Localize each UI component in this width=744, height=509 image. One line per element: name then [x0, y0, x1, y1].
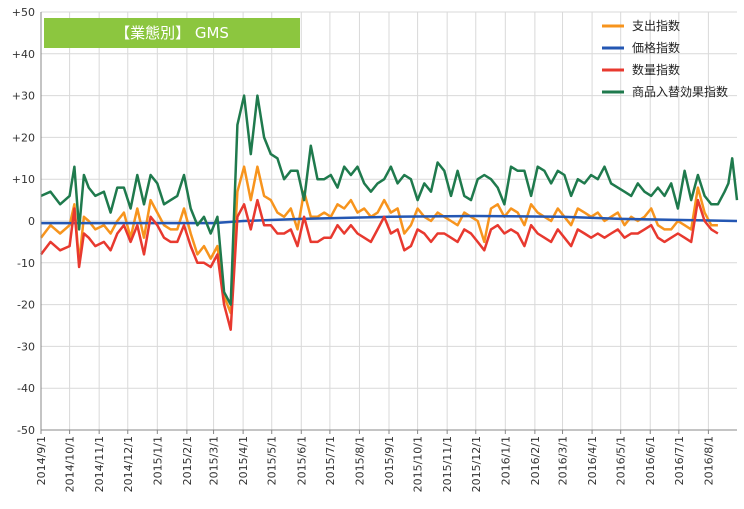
- series-line: [40, 198, 719, 331]
- y-tick-label: +30: [12, 90, 35, 103]
- x-tick-label: 2016/7/1: [673, 436, 686, 485]
- x-tick-label: 2015/2/1: [181, 436, 194, 485]
- axes: -50 -40 -30 -20 -10 0 +10 +20 +30 +40 +50 2014/9/1 2…: [12, 6, 737, 492]
- x-tick-label: 2015/7/1: [324, 436, 337, 485]
- y-tick-label: -40: [17, 382, 35, 395]
- legend-label: 支出指数: [632, 18, 680, 33]
- x-tick-label: 2016/1/1: [499, 436, 512, 485]
- x-tick-label: 2015/4/1: [237, 436, 250, 485]
- x-tick-label: 2014/11/1: [93, 436, 106, 492]
- x-tick-label: 2015/12/1: [470, 436, 483, 492]
- x-tick-label: 2016/8/1: [702, 436, 715, 485]
- series-lines: [40, 94, 739, 331]
- x-tick-label: 2015/1/1: [151, 436, 164, 485]
- x-tick-label: 2015/3/1: [208, 436, 221, 485]
- x-tick-label: 2016/2/1: [529, 436, 542, 485]
- legend-label: 数量指数: [632, 62, 680, 77]
- x-tick-label: 2016/5/1: [615, 436, 628, 485]
- x-tick-label: 2015/11/1: [441, 436, 454, 492]
- title-box: 【業態別】 GMS: [44, 18, 300, 48]
- x-tick-label: 2014/12/1: [122, 436, 135, 492]
- y-tick-label: +40: [12, 48, 35, 61]
- legend-label: 商品入替効果指数: [632, 84, 728, 99]
- y-tick-label: -50: [17, 424, 35, 437]
- x-tick-label: 2016/3/1: [557, 436, 570, 485]
- series-line: [40, 94, 739, 306]
- y-tick-label: -10: [17, 257, 35, 270]
- series-line: [41, 214, 738, 225]
- y-tick-label: 0: [28, 215, 35, 228]
- title-box-background: [44, 18, 300, 48]
- x-tick-label: 2015/10/1: [412, 436, 425, 492]
- x-tick-label: 2014/10/1: [64, 436, 77, 492]
- chart-title: 【業態別】 GMS: [115, 24, 229, 42]
- x-tick-label: 2015/5/1: [266, 436, 279, 485]
- x-tick-label: 2016/6/1: [644, 436, 657, 485]
- y-tick-label: +20: [12, 131, 35, 144]
- x-tick-label: 2015/8/1: [353, 436, 366, 485]
- x-tick-label: 2014/9/1: [35, 436, 48, 485]
- y-tick-label: -20: [17, 299, 35, 312]
- x-tick-label: 2016/4/1: [586, 436, 599, 485]
- series-line: [40, 165, 718, 315]
- y-tick-label: +10: [12, 173, 35, 186]
- legend-label: 価格指数: [632, 40, 680, 55]
- y-tick-label: -30: [17, 340, 35, 353]
- x-tick-label: 2015/9/1: [383, 436, 396, 485]
- y-tick-label: +50: [12, 6, 35, 19]
- x-tick-label: 2015/6/1: [295, 436, 308, 485]
